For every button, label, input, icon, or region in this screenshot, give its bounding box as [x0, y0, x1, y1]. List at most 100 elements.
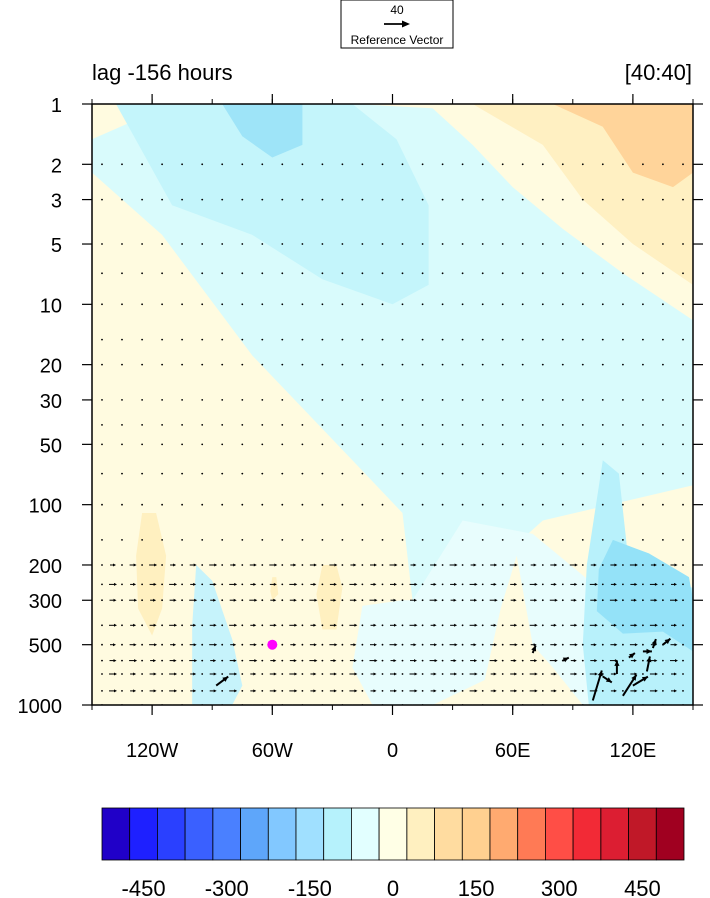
vector-point — [181, 564, 184, 566]
y-tick-label: 50 — [40, 435, 62, 457]
vector-arrowhead — [333, 582, 337, 586]
vector-point — [461, 659, 464, 662]
vector-point — [381, 643, 384, 646]
vector-point — [101, 643, 103, 646]
vector-point — [682, 659, 684, 662]
vector-point — [261, 624, 264, 627]
vector-arrowhead — [113, 643, 116, 647]
vector-point — [341, 472, 344, 475]
vector-point — [341, 690, 344, 692]
vector-arrowhead — [654, 623, 658, 627]
vector-point — [622, 599, 624, 602]
vector-arrowhead — [233, 563, 237, 567]
vector-arrowhead — [174, 623, 178, 627]
vector-point — [221, 198, 224, 201]
vector-point — [501, 424, 504, 426]
colorbar-swatch — [129, 807, 158, 861]
vector-point — [241, 472, 244, 475]
vector-point — [501, 303, 504, 306]
vector-point — [461, 472, 464, 475]
vector-point — [221, 659, 224, 662]
vector-arrowhead — [114, 623, 117, 627]
vector-point — [301, 303, 304, 306]
vector-point — [121, 424, 123, 426]
vector-point — [161, 690, 164, 692]
x-tick-label: 120W — [126, 740, 178, 762]
vector-arrowhead — [373, 582, 377, 586]
vector-point — [381, 443, 384, 446]
vector-arrowhead — [454, 563, 458, 567]
vector-point — [521, 643, 524, 646]
vector-point — [682, 163, 684, 166]
vector-point — [241, 564, 244, 566]
vector-arrowhead — [313, 643, 317, 647]
colorbar-swatch — [545, 807, 574, 861]
vector-point — [461, 599, 464, 602]
vector-point — [381, 163, 384, 166]
vector-point — [141, 583, 144, 586]
vector-arrowhead — [413, 563, 417, 567]
vector-point — [281, 163, 284, 166]
vector-point — [421, 624, 424, 627]
vector-arrowhead — [393, 659, 397, 663]
vector-point — [581, 443, 584, 446]
vector-arrowhead — [534, 689, 538, 693]
vector-point — [481, 539, 484, 541]
vector-point — [261, 163, 264, 166]
vector-point — [662, 673, 664, 675]
vector-arrowhead — [597, 670, 603, 677]
vector-point — [682, 472, 684, 475]
vector-point — [521, 163, 524, 166]
vector-arrowhead — [313, 563, 317, 567]
vector-point — [161, 243, 164, 245]
vector-point — [361, 443, 364, 446]
vector-point — [341, 243, 344, 245]
vector-point — [441, 338, 444, 341]
vector-arrowhead — [213, 582, 217, 586]
colorbar-swatch — [434, 807, 463, 861]
vector-point — [622, 673, 624, 675]
vector-point — [682, 338, 684, 341]
vector-point — [501, 690, 504, 692]
vector-arrowhead — [253, 643, 257, 647]
vector-point — [381, 624, 384, 627]
contour-cyan-deep-upper — [222, 104, 303, 158]
vector-arrowhead — [613, 582, 617, 586]
vector-point — [121, 599, 123, 602]
vector-point — [381, 198, 384, 201]
vector-point — [161, 272, 164, 275]
vector-point — [662, 472, 664, 475]
vector-point — [441, 643, 444, 646]
vector-point — [521, 503, 524, 506]
vector-point — [662, 539, 664, 541]
y-tick-label: 100 — [29, 496, 62, 518]
vector-arrowhead — [153, 598, 157, 602]
vector-arrowhead — [633, 659, 637, 663]
vector-point — [481, 643, 484, 646]
vector-arrowhead — [654, 598, 658, 602]
reference-vector-label: Reference Vector — [351, 33, 444, 47]
vector-arrowhead — [234, 623, 238, 627]
vector-point — [521, 472, 524, 475]
vector-point — [201, 583, 204, 586]
vector-point — [642, 472, 644, 475]
vector-point — [101, 272, 103, 275]
vector-arrowhead — [333, 672, 337, 676]
vector-point — [561, 564, 564, 566]
vector-point — [321, 564, 324, 566]
vector-point — [601, 303, 604, 306]
vector-arrowhead — [133, 689, 137, 693]
vector-point — [601, 472, 604, 475]
vector-point — [301, 338, 304, 341]
colorbar-swatch — [156, 807, 186, 861]
vector-point — [101, 399, 103, 401]
vector-arrowhead — [474, 672, 478, 676]
vector-point — [622, 198, 624, 201]
vector-arrowhead — [574, 643, 578, 647]
vector-point — [221, 443, 224, 446]
vector-point — [241, 643, 244, 646]
vector-point — [301, 163, 304, 166]
vector-point — [341, 399, 344, 401]
vector-arrowhead — [646, 648, 652, 654]
